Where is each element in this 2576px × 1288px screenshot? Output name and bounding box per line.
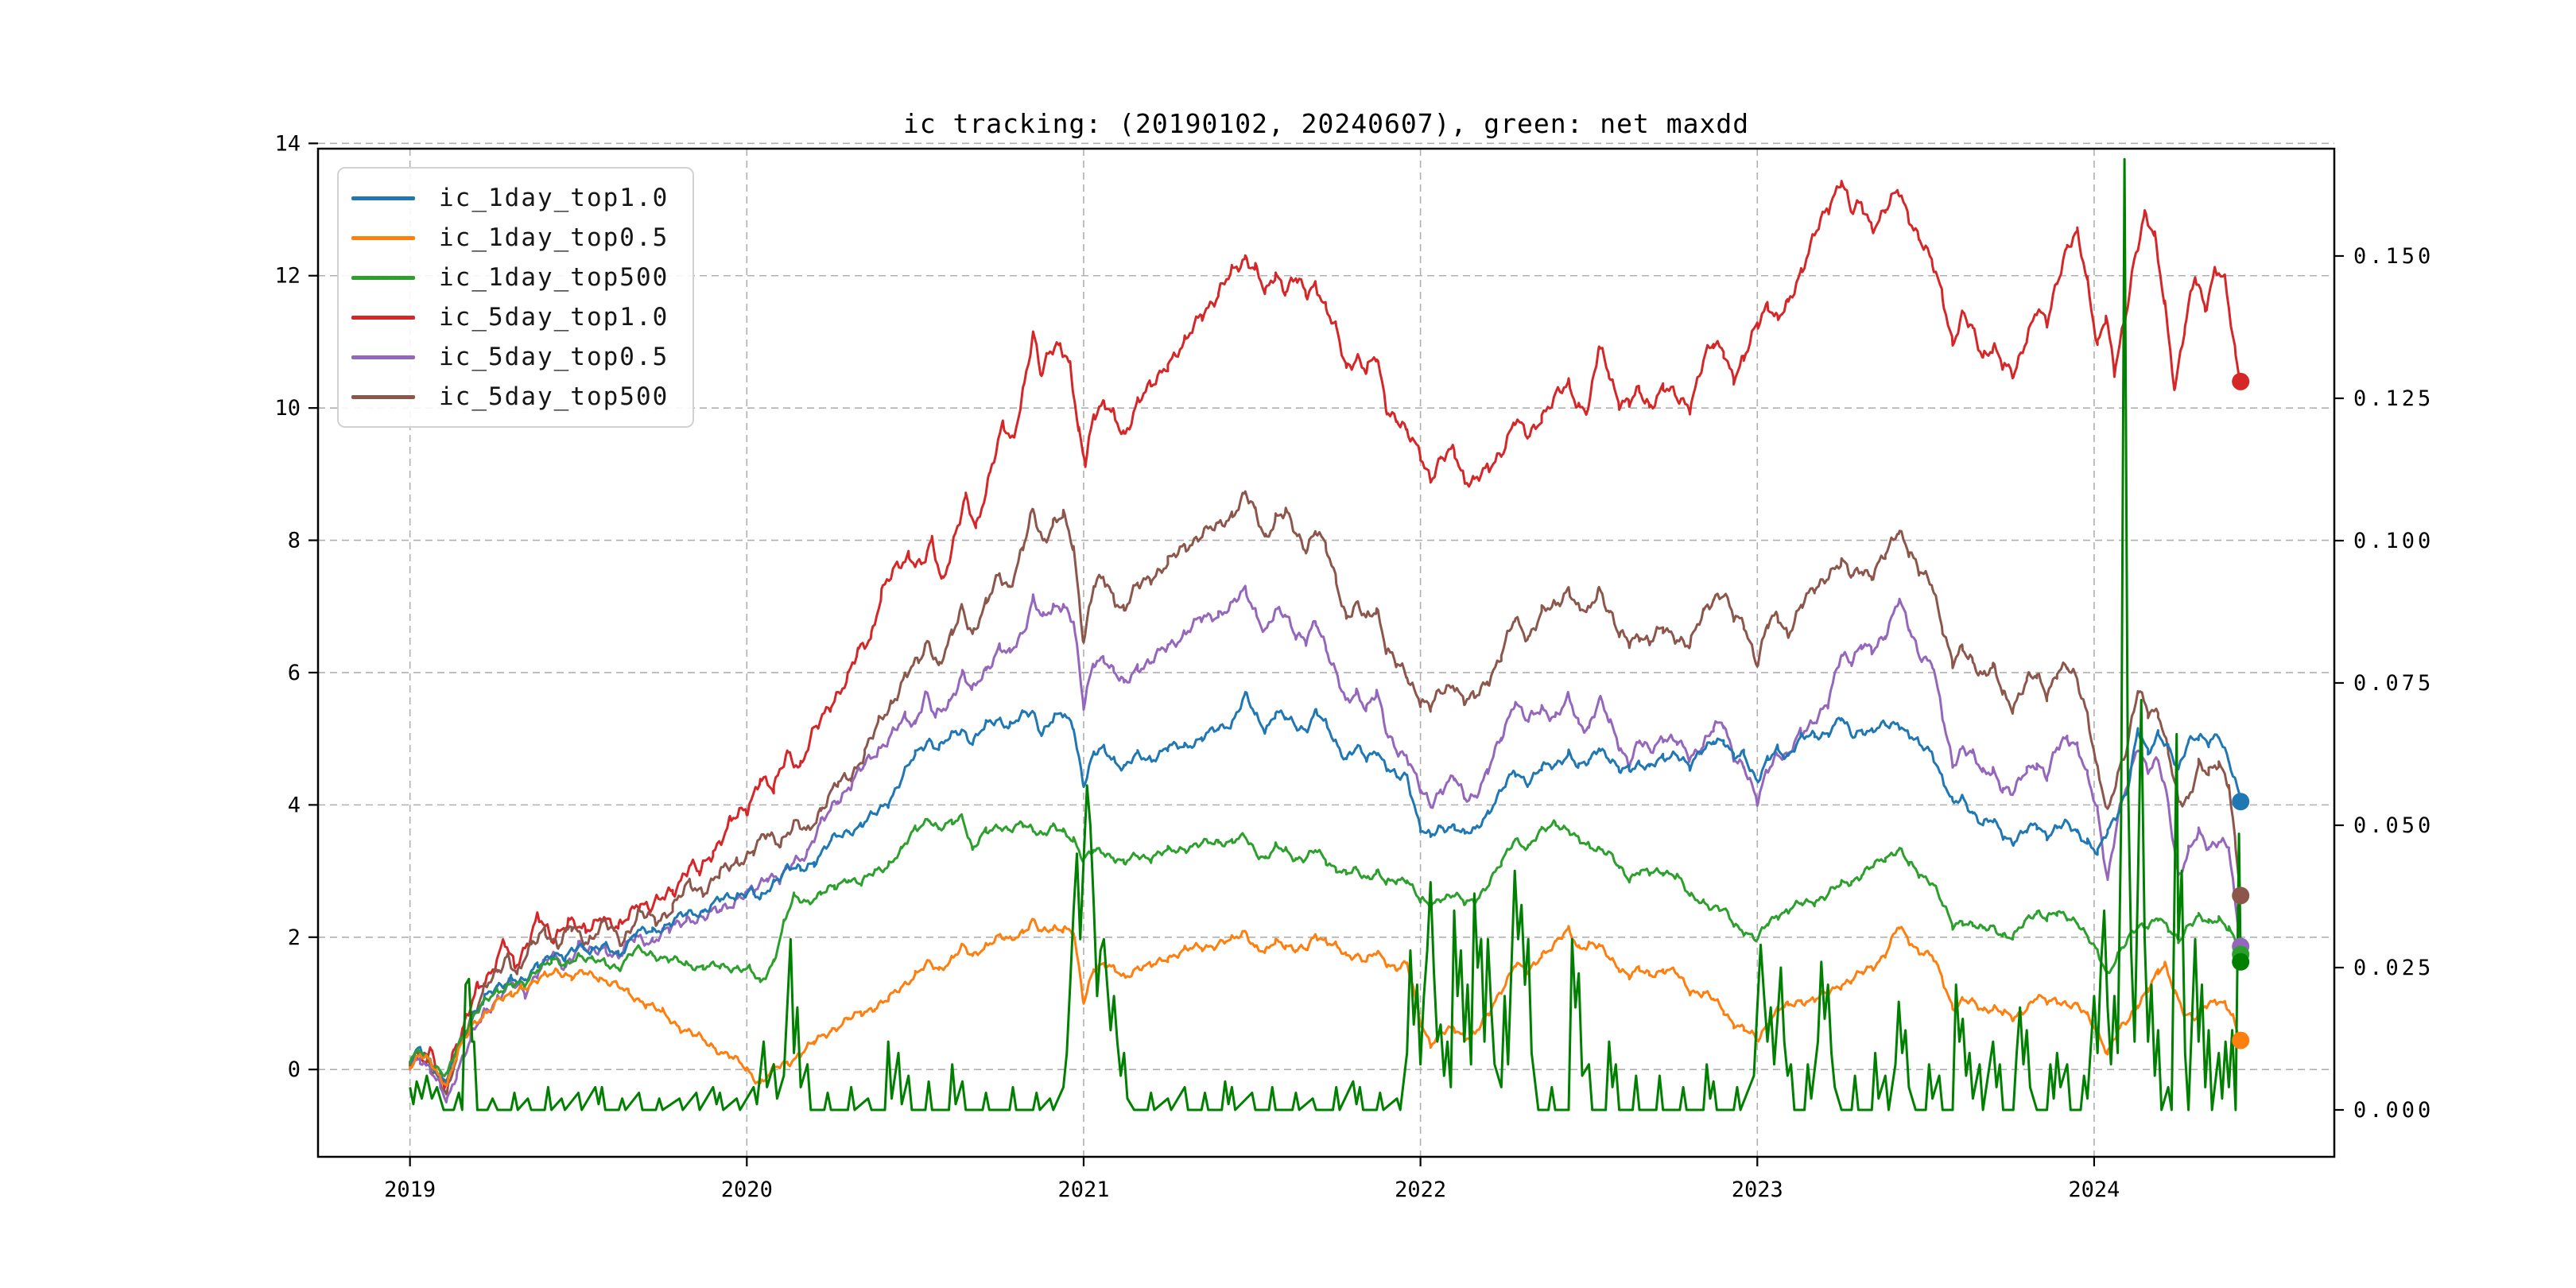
y-left-tick-label: 12 xyxy=(274,264,301,289)
legend-line-swatch xyxy=(351,315,415,320)
legend-line-swatch xyxy=(351,235,415,240)
y-right-tick-label: 0.050 xyxy=(2353,813,2434,838)
series-line-ic_1day_top1.0 xyxy=(409,691,2242,1085)
legend-label: ic_1day_top500 xyxy=(439,263,669,292)
legend-label: ic_1day_top1.0 xyxy=(439,184,669,212)
legend-label: ic_1day_top0.5 xyxy=(439,223,669,252)
series-lines xyxy=(409,157,2242,1111)
tick-labels: 0 2 4 6 8 10 12 14 0.000 0.025 0.050 0.075 0.100 0.12… xyxy=(274,131,2434,1202)
series-line-ic_5day_top1.0 xyxy=(409,180,2242,1090)
legend-item-ic_1day_top1.0: ic_1day_top1.0 xyxy=(351,178,669,218)
series-line-ic_5day_top500 xyxy=(409,490,2242,1096)
legend-item-ic_1day_top500: ic_1day_top500 xyxy=(351,258,669,297)
legend-label: ic_5day_top500 xyxy=(439,382,669,411)
y-left-tick-label: 10 xyxy=(274,396,301,421)
x-tick-label: 2019 xyxy=(384,1177,436,1202)
legend-label: ic_5day_top1.0 xyxy=(439,303,669,332)
x-tick-label: 2020 xyxy=(721,1177,773,1202)
end-marker-ic_5day_top1.0 xyxy=(2232,372,2250,390)
y-left-tick-label: 6 xyxy=(288,661,301,685)
axes-spines xyxy=(316,147,2336,1158)
x-tick-label: 2023 xyxy=(1732,1177,1783,1202)
y-left-tick-label: 0 xyxy=(288,1057,301,1082)
y-right-tick-label: 0.125 xyxy=(2353,386,2434,411)
legend-item-ic_5day_top1.0: ic_5day_top1.0 xyxy=(351,297,669,337)
y-right-tick-label: 0.075 xyxy=(2353,671,2434,696)
x-tick-label: 2024 xyxy=(2068,1177,2120,1202)
series-line-net maxdd xyxy=(409,157,2242,1111)
legend-label: ic_5day_top0.5 xyxy=(439,343,669,371)
y-right-tick-label: 0.025 xyxy=(2353,956,2434,980)
y-right-tick-label: 0.000 xyxy=(2353,1098,2434,1123)
y-left-tick-label: 8 xyxy=(288,529,301,553)
series-line-ic_5day_top0.5 xyxy=(409,584,2242,1104)
end-marker-ic_5day_top500 xyxy=(2232,886,2250,905)
x-tick-label: 2022 xyxy=(1395,1177,1446,1202)
y-left-tick-label: 2 xyxy=(288,925,301,950)
tick-marks xyxy=(308,142,2344,1166)
legend-line-swatch xyxy=(351,275,415,280)
end-marker-ic_1day_top0.5 xyxy=(2232,1031,2250,1049)
y-right-tick-label: 0.150 xyxy=(2353,244,2434,269)
end-marker-ic_1day_top1.0 xyxy=(2232,793,2250,811)
legend-line-swatch xyxy=(351,355,415,359)
legend-item-ic_5day_top0.5: ic_5day_top0.5 xyxy=(351,337,669,377)
series-line-ic_1day_top0.5 xyxy=(409,918,2242,1087)
legend: ic_1day_top1.0 ic_1day_top0.5 ic_1day_top5… xyxy=(337,167,695,428)
y-left-tick-label: 14 xyxy=(274,131,301,156)
end-marker-net maxdd xyxy=(2232,952,2250,971)
legend-line-swatch xyxy=(351,394,415,399)
series-line-ic_1day_top500 xyxy=(409,813,2242,1077)
y-left-tick-label: 4 xyxy=(288,793,301,817)
legend-line-swatch xyxy=(351,196,415,200)
y-right-tick-label: 0.100 xyxy=(2353,529,2434,553)
legend-item-ic_5day_top500: ic_5day_top500 xyxy=(351,377,669,417)
x-tick-label: 2021 xyxy=(1057,1177,1109,1202)
legend-item-ic_1day_top0.5: ic_1day_top0.5 xyxy=(351,218,669,258)
chart-title: ic tracking: (20190102, 20240607), green… xyxy=(902,108,1750,139)
